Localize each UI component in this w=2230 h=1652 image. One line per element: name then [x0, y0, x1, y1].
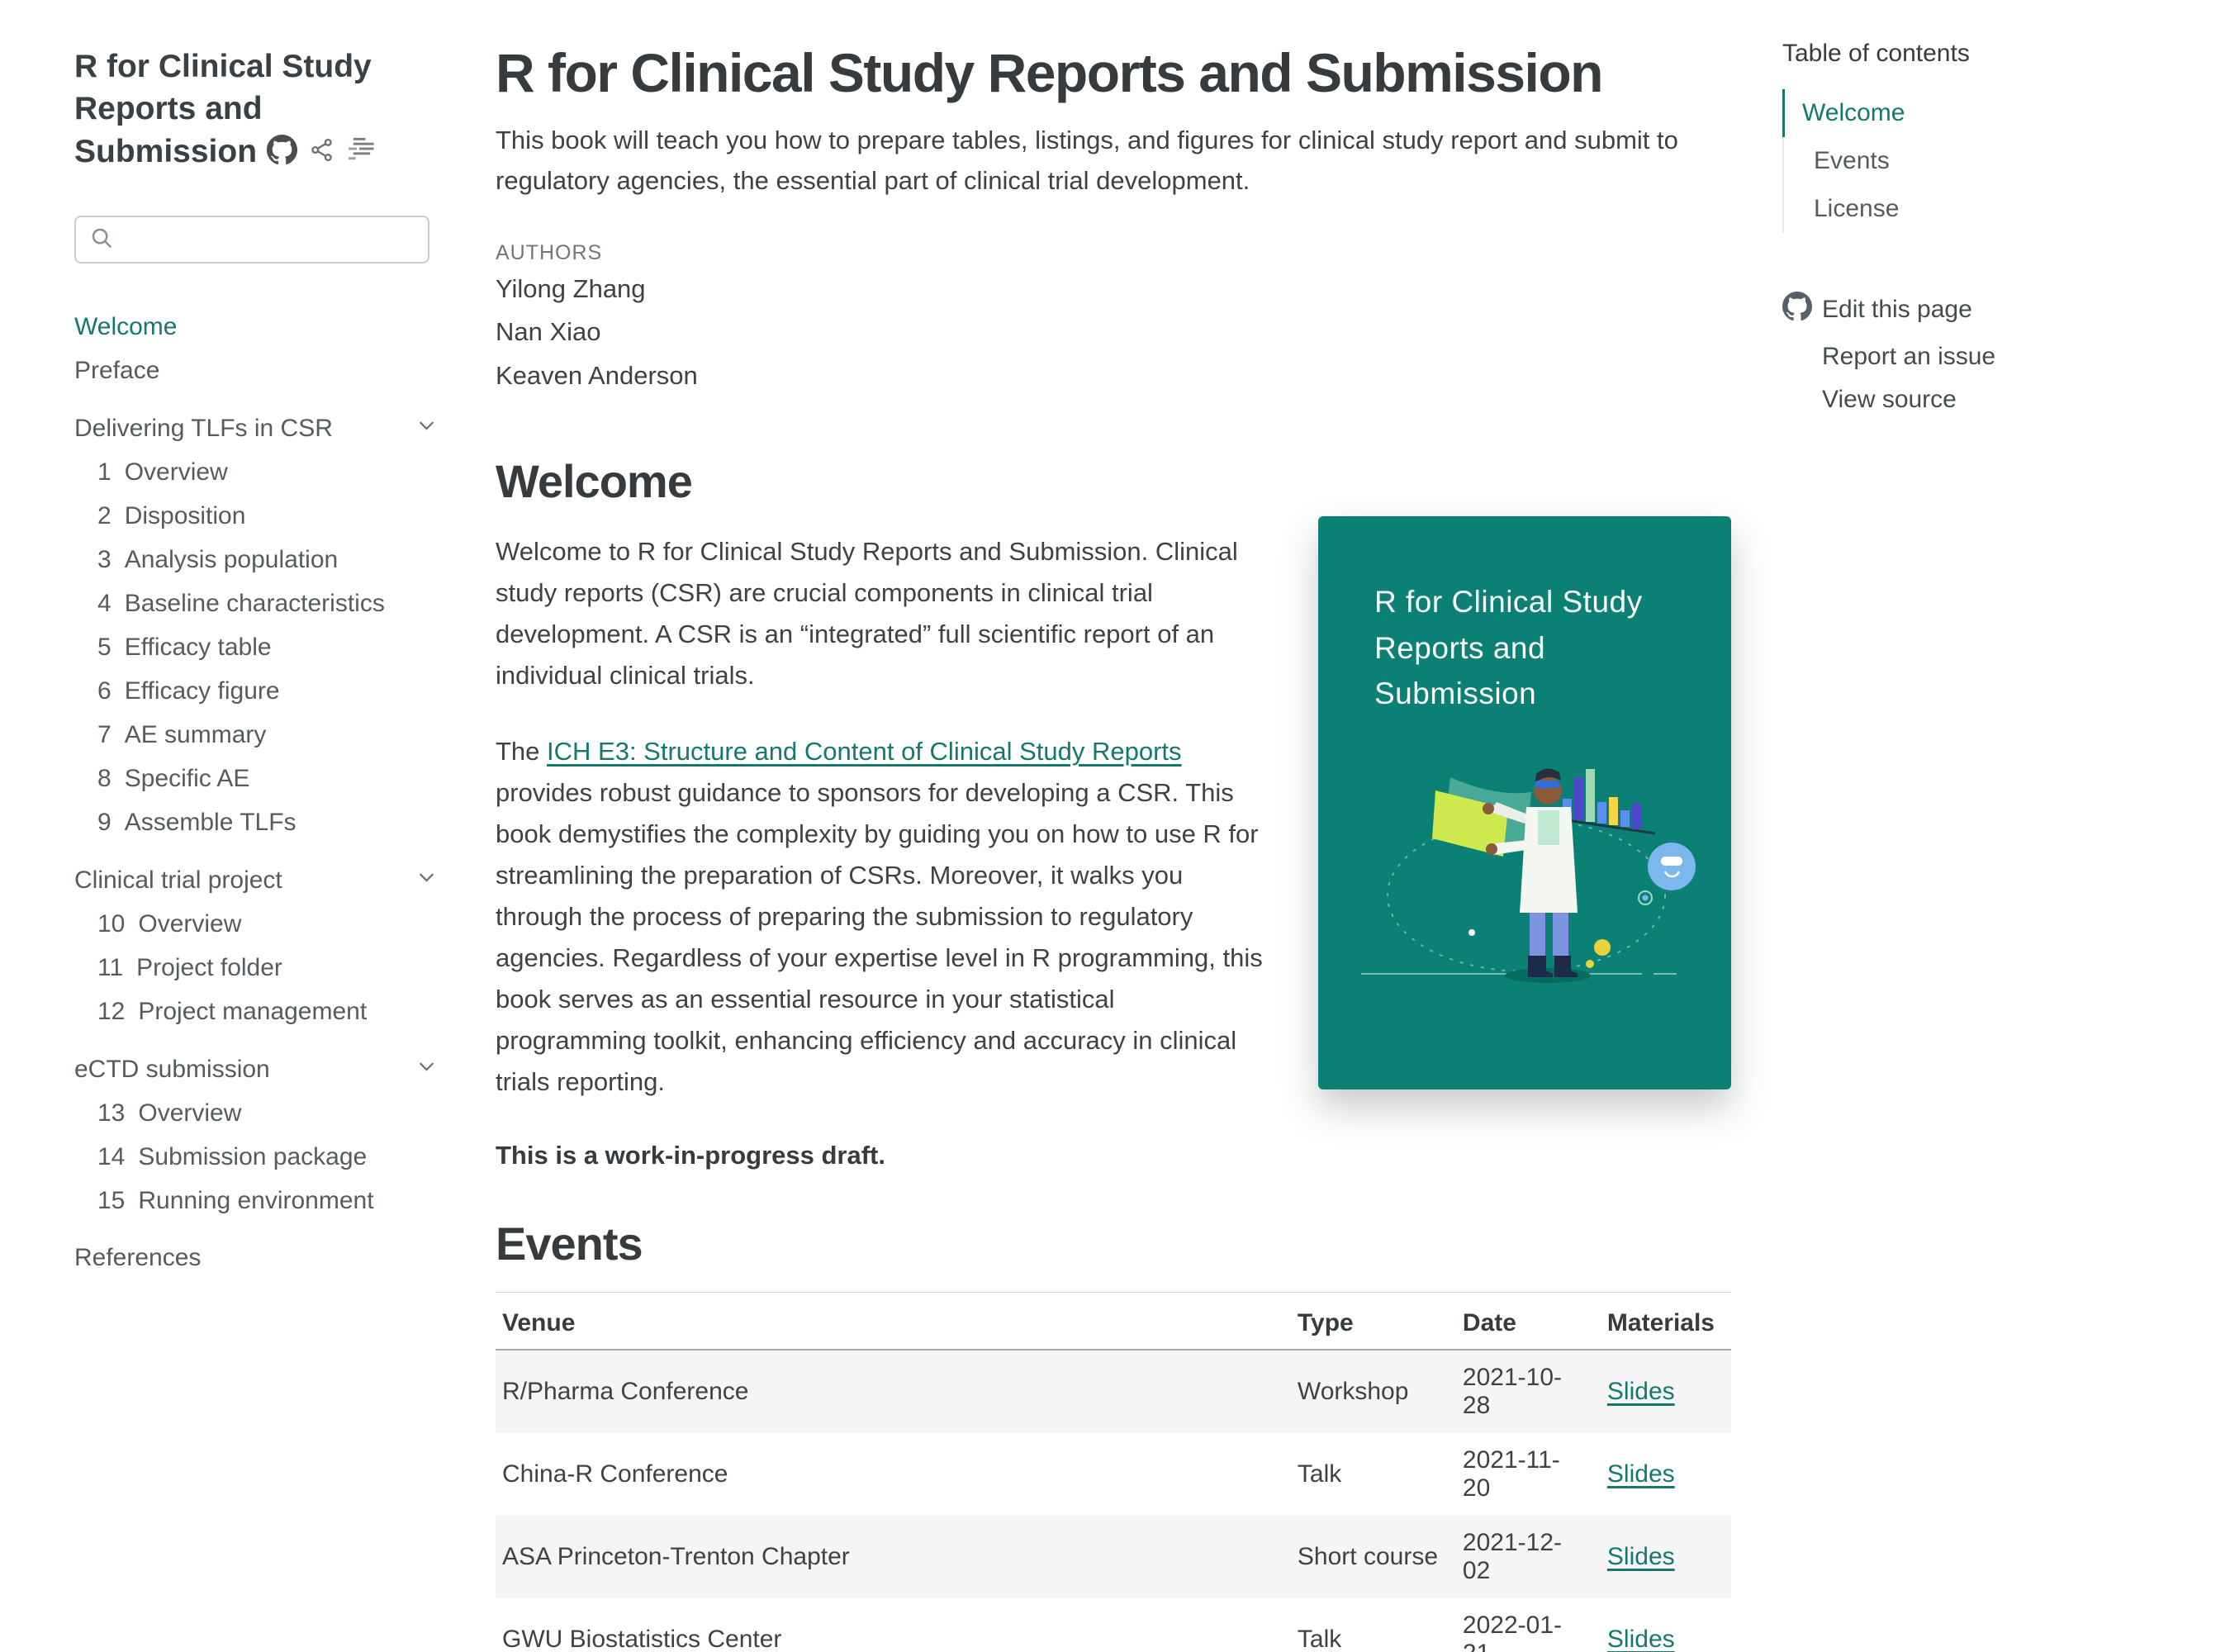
col-header-venue: Venue	[496, 1292, 1291, 1351]
sidebar-item-baseline-characteristics[interactable]: 4 Baseline characteristics	[97, 590, 385, 618]
book-title: R for Clinical Study Reports and Submiss…	[74, 45, 415, 173]
sidebar-item-project-folder[interactable]: 11 Project folder	[97, 954, 282, 982]
chevron-down-icon[interactable]	[415, 1055, 438, 1083]
github-icon	[1782, 292, 1812, 328]
edit-this-page[interactable]: Edit this page	[1782, 284, 2195, 335]
wip-note: This is a work-in-progress draft.	[496, 1141, 885, 1170]
sidebar-part-delivering-tlfs[interactable]: Delivering TLFs in CSR	[74, 406, 442, 450]
cover-illustration	[1361, 768, 1696, 984]
table-header-row: Venue Type Date Materials	[496, 1292, 1731, 1351]
sidebar-item-disposition[interactable]: 2 Disposition	[97, 502, 246, 530]
sidebar-item-specific-ae[interactable]: 8 Specific AE	[97, 765, 250, 793]
sidebar-item-running-environment[interactable]: 15 Running environment	[97, 1187, 374, 1215]
sidebar-item-submission-package[interactable]: 14 Submission package	[97, 1143, 368, 1171]
right-toc: Table of contents Welcome Events License…	[1782, 40, 2195, 421]
cover-title: R for Clinical Study Reports and Submiss…	[1374, 585, 1643, 711]
col-header-type: Type	[1290, 1292, 1456, 1351]
slides-link[interactable]: Slides	[1606, 1626, 1675, 1652]
page-subtitle: This book will teach you how to prepare …	[496, 126, 1678, 195]
left-sidebar: R for Clinical Study Reports and Submiss…	[74, 45, 442, 1279]
github-icon[interactable]	[267, 134, 298, 165]
toc-links: Edit this page Report an issue View sour…	[1782, 284, 2195, 421]
date-cell: 2021-12-02	[1462, 1529, 1563, 1585]
sidebar-item-project-management[interactable]: 12 Project management	[97, 998, 368, 1026]
toc-item-events[interactable]: Events	[1814, 147, 1890, 174]
events-table: Venue Type Date Materials R/Pharma Confe…	[496, 1292, 1731, 1652]
welcome-paragraph-1: Welcome to R for Clinical Study Reports …	[496, 537, 1238, 691]
chevron-down-icon[interactable]	[415, 866, 438, 894]
sidebar-item-analysis-population[interactable]: 3 Analysis population	[97, 546, 339, 574]
toc-item-welcome[interactable]: Welcome	[1782, 89, 2195, 137]
type-cell: Talk	[1297, 1626, 1342, 1652]
col-header-materials: Materials	[1600, 1292, 1731, 1351]
main-content: R for Clinical Study Reports and Submiss…	[496, 41, 1731, 1652]
slides-link[interactable]: Slides	[1606, 1543, 1675, 1571]
venue-cell: R/Pharma Conference	[502, 1378, 749, 1406]
page-title: R for Clinical Study Reports and Submiss…	[496, 42, 1604, 103]
cover-person	[1483, 768, 1591, 984]
sidebar-item-overview-13[interactable]: 13 Overview	[97, 1099, 242, 1127]
events-heading: Events	[496, 1218, 643, 1270]
slides-link[interactable]: Slides	[1606, 1378, 1675, 1406]
table-row: R/Pharma Conference Workshop 2021-10-28 …	[496, 1350, 1731, 1434]
search-icon	[89, 225, 114, 254]
ich-e3-link[interactable]: ICH E3: Structure and Content of Clinica…	[547, 737, 1182, 767]
report-an-issue[interactable]: Report an issue	[1822, 343, 1996, 370]
col-header-date: Date	[1455, 1292, 1601, 1351]
book-title-text[interactable]: R for Clinical Study Reports and Submiss…	[74, 49, 372, 169]
sidebar-item-welcome[interactable]: Welcome	[74, 313, 178, 341]
author-name: Keaven Anderson	[496, 360, 698, 390]
authors-label: AUTHORS	[496, 240, 603, 264]
table-row: ASA Princeton-Trenton Chapter Short cour…	[496, 1516, 1731, 1599]
sidebar-item-references[interactable]: References	[74, 1244, 202, 1272]
cover-face-bubble	[1648, 843, 1696, 891]
table-row: GWU Biostatistics Center Talk 2022-01-21…	[496, 1598, 1731, 1652]
authors-block: AUTHORS Yilong Zhang Nan Xiao Keaven And…	[496, 241, 1731, 396]
date-cell: 2021-11-20	[1462, 1446, 1560, 1502]
slides-link[interactable]: Slides	[1606, 1460, 1675, 1488]
type-cell: Short course	[1297, 1543, 1439, 1571]
welcome-paragraph-2: The ICH E3: Structure and Content of Cli…	[496, 737, 1263, 1097]
welcome-section: Welcome R for Clinical Study Reports and…	[496, 454, 1731, 1170]
sidebar-part-clinical-trial-project[interactable]: Clinical trial project	[74, 857, 442, 902]
sidebar-item-overview-1[interactable]: 1 Overview	[97, 458, 228, 487]
table-row: China-R Conference Talk 2021-11-20 Slide…	[496, 1433, 1731, 1516]
sidebar-item-efficacy-table[interactable]: 5 Efficacy table	[97, 634, 272, 662]
sidebar-nav: Welcome Preface Delivering TLFs in CSR 1…	[74, 305, 442, 1279]
venue-cell: GWU Biostatistics Center	[502, 1626, 782, 1652]
book-cover-image: R for Clinical Study Reports and Submiss…	[1318, 516, 1731, 1090]
sidebar-item-overview-10[interactable]: 10 Overview	[97, 910, 242, 938]
toc-heading: Table of contents	[1782, 40, 1970, 67]
type-cell: Workshop	[1297, 1378, 1409, 1406]
sidebar-part-ectd-submission[interactable]: eCTD submission	[74, 1047, 442, 1091]
search-input[interactable]	[126, 226, 424, 254]
sidebar-item-efficacy-figure[interactable]: 6 Efficacy figure	[97, 677, 280, 705]
share-icon[interactable]	[309, 137, 334, 163]
sidebar-item-preface[interactable]: Preface	[74, 357, 160, 385]
sidebar-item-assemble-tlfs[interactable]: 9 Assemble TLFs	[97, 809, 297, 837]
view-source[interactable]: View source	[1822, 386, 1957, 413]
search-box[interactable]	[74, 216, 429, 264]
author-name: Yilong Zhang	[496, 273, 646, 303]
venue-cell: ASA Princeton-Trenton Chapter	[502, 1543, 850, 1571]
chevron-down-icon[interactable]	[415, 414, 438, 442]
toc-lines-icon[interactable]	[346, 136, 375, 164]
date-cell: 2021-10-28	[1462, 1364, 1563, 1420]
welcome-heading: Welcome	[496, 455, 693, 508]
toc-list: Welcome Events License	[1782, 89, 2195, 233]
type-cell: Talk	[1297, 1460, 1342, 1488]
venue-cell: China-R Conference	[502, 1460, 728, 1488]
events-section: Events Venue Type Date Materials R/Pharm…	[496, 1217, 1731, 1652]
toc-item-license[interactable]: License	[1814, 195, 1900, 222]
sidebar-item-ae-summary[interactable]: 7 AE summary	[97, 721, 267, 749]
date-cell: 2022-01-21	[1462, 1612, 1563, 1652]
author-name: Nan Xiao	[496, 317, 601, 347]
